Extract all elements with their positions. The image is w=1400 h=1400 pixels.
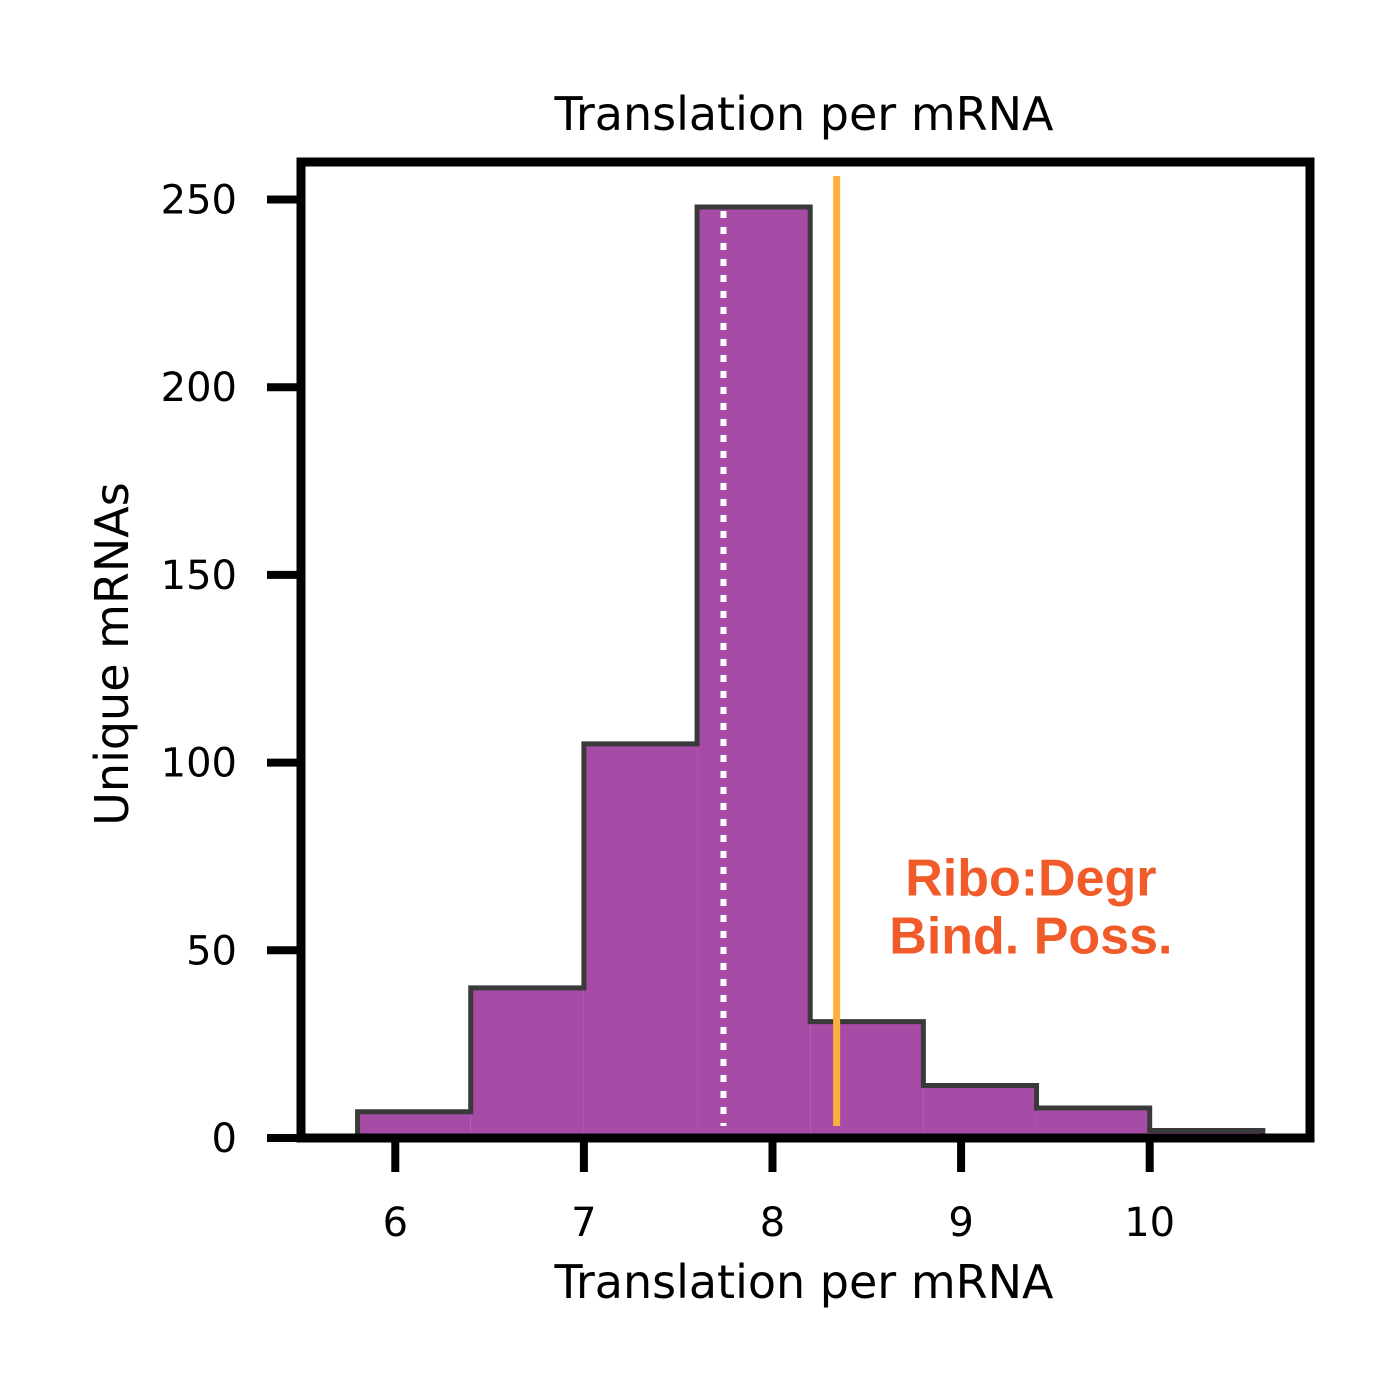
x-axis: 6 7 8 9 10	[383, 1138, 1175, 1246]
histogram-bar-5	[923, 1085, 1037, 1138]
histogram-outline	[355, 204, 1266, 1138]
annotation-line: Ribo:Degr	[905, 849, 1156, 907]
plot-frame	[296, 157, 1315, 1143]
histogram-bar-3	[697, 207, 811, 1139]
y-axis: 0 50 100 150 200 250	[161, 178, 301, 1162]
x-tick-label: 6	[383, 1200, 408, 1246]
y-tick-label: 100	[161, 741, 237, 787]
annotation-ribo-degr: Ribo:Degr Bind. Poss.	[889, 849, 1172, 965]
histogram-bar-4	[810, 1021, 924, 1138]
y-tick-label: 150	[161, 553, 237, 599]
y-tick-label: 0	[212, 1116, 237, 1162]
chart-title: Translation per mRNA	[554, 87, 1054, 141]
x-axis-label: Translation per mRNA	[554, 1255, 1054, 1309]
histogram-bar-1	[470, 987, 584, 1138]
y-axis-label: Unique mRNAs	[85, 482, 139, 826]
annotation-line: Bind. Poss.	[889, 907, 1172, 965]
x-tick-label: 7	[571, 1200, 596, 1246]
x-tick-label: 9	[948, 1200, 973, 1246]
y-tick-label: 50	[186, 928, 237, 974]
x-tick-label: 8	[760, 1200, 785, 1246]
histogram-bar-6	[1036, 1107, 1150, 1138]
histogram-bars	[355, 204, 1266, 1139]
reference-lines	[720, 176, 841, 1126]
y-tick-label: 200	[161, 365, 237, 411]
x-tick-label: 10	[1124, 1200, 1175, 1246]
histogram-bar-2	[583, 743, 698, 1138]
y-tick-label: 250	[161, 178, 237, 224]
